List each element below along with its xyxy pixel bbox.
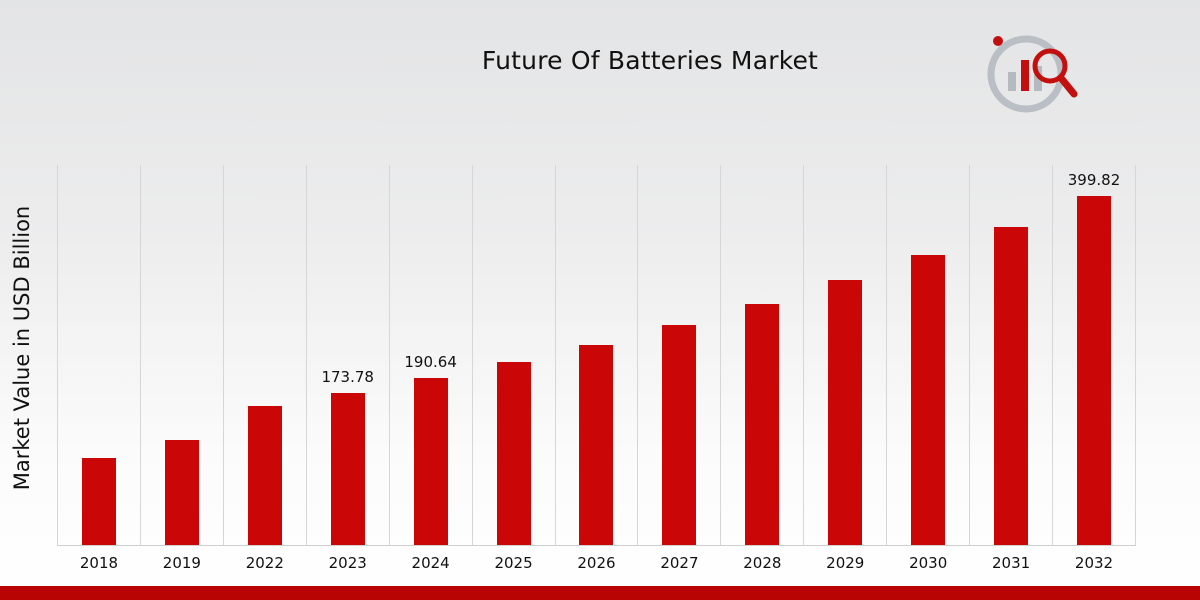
- chart-column-2022: 2022: [224, 165, 307, 572]
- x-tick-2030: 2030: [909, 554, 948, 572]
- chart-column-2019: 2019: [141, 165, 224, 572]
- x-tick-2023: 2023: [328, 554, 367, 572]
- chart-column-2031: 2031: [970, 165, 1054, 572]
- chart-column-2026: 2026: [556, 165, 639, 572]
- bar-chart-magnifier-logo: [987, 35, 1078, 113]
- page-title: Future Of Batteries Market: [481, 46, 819, 75]
- data-label-2023: 173.78: [321, 368, 374, 386]
- x-tick-2026: 2026: [577, 554, 616, 572]
- footer-accent-bar: [0, 586, 1200, 600]
- x-tick-2032: 2032: [1074, 554, 1114, 572]
- bar-2026: [579, 345, 614, 545]
- chart-column-2029: 2029: [804, 165, 888, 572]
- bar-2032: [1077, 196, 1112, 545]
- x-tick-2019: 2019: [162, 554, 201, 572]
- chart-column-2024: 190.64 2024: [390, 165, 473, 572]
- chart-column-2023: 173.78 2023: [307, 165, 390, 572]
- bar-2028: [745, 304, 780, 545]
- bar-2018: [81, 458, 116, 545]
- chart-column-2025: 2025: [473, 165, 556, 572]
- x-tick-2029: 2029: [826, 554, 865, 572]
- bar-2030: [911, 255, 946, 545]
- chart-column-2027: 2027: [638, 165, 722, 572]
- chart-column-2018: 2018: [58, 165, 141, 572]
- bar-2022: [247, 406, 282, 545]
- y-axis-label: Market Value in USD Billion: [10, 205, 34, 491]
- bar-2025: [496, 362, 531, 545]
- bar-2019: [164, 440, 199, 545]
- bar-2023: [330, 393, 365, 545]
- chart-column-2030: 2030: [887, 165, 971, 572]
- x-tick-2025: 2025: [494, 554, 533, 572]
- chart-column-2028: 2028: [721, 165, 805, 572]
- bar-2027: [662, 325, 697, 545]
- data-label-2024: 190.64: [404, 353, 457, 371]
- bar-2031: [994, 227, 1029, 545]
- x-tick-2031: 2031: [992, 554, 1031, 572]
- x-tick-2024: 2024: [411, 554, 450, 572]
- x-tick-2022: 2022: [245, 554, 284, 572]
- x-tick-2028: 2028: [743, 554, 782, 572]
- bar-2024: [413, 378, 448, 545]
- x-tick-2018: 2018: [79, 554, 119, 572]
- x-tick-2027: 2027: [660, 554, 699, 572]
- bar-2029: [828, 280, 863, 545]
- plot-area: 2018 2019 2022 173.78 2023 190.64 2024 2025 2026…: [57, 165, 1136, 572]
- data-label-2032: 399.82: [1067, 171, 1121, 189]
- chart-column-2032: 399.82 2032: [1053, 165, 1136, 572]
